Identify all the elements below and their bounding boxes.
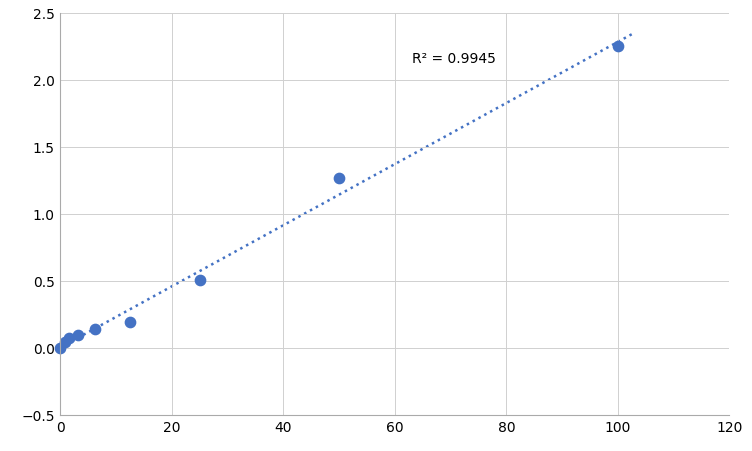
Point [63, 335, 75, 342]
Point [59, 339, 71, 346]
Point [89, 326, 101, 333]
Point [612, 44, 624, 51]
Point [193, 277, 205, 284]
Point [124, 318, 136, 326]
Point [333, 175, 345, 182]
Text: R² = 0.9945: R² = 0.9945 [411, 52, 496, 66]
Point [71, 332, 83, 339]
Point [54, 345, 66, 352]
